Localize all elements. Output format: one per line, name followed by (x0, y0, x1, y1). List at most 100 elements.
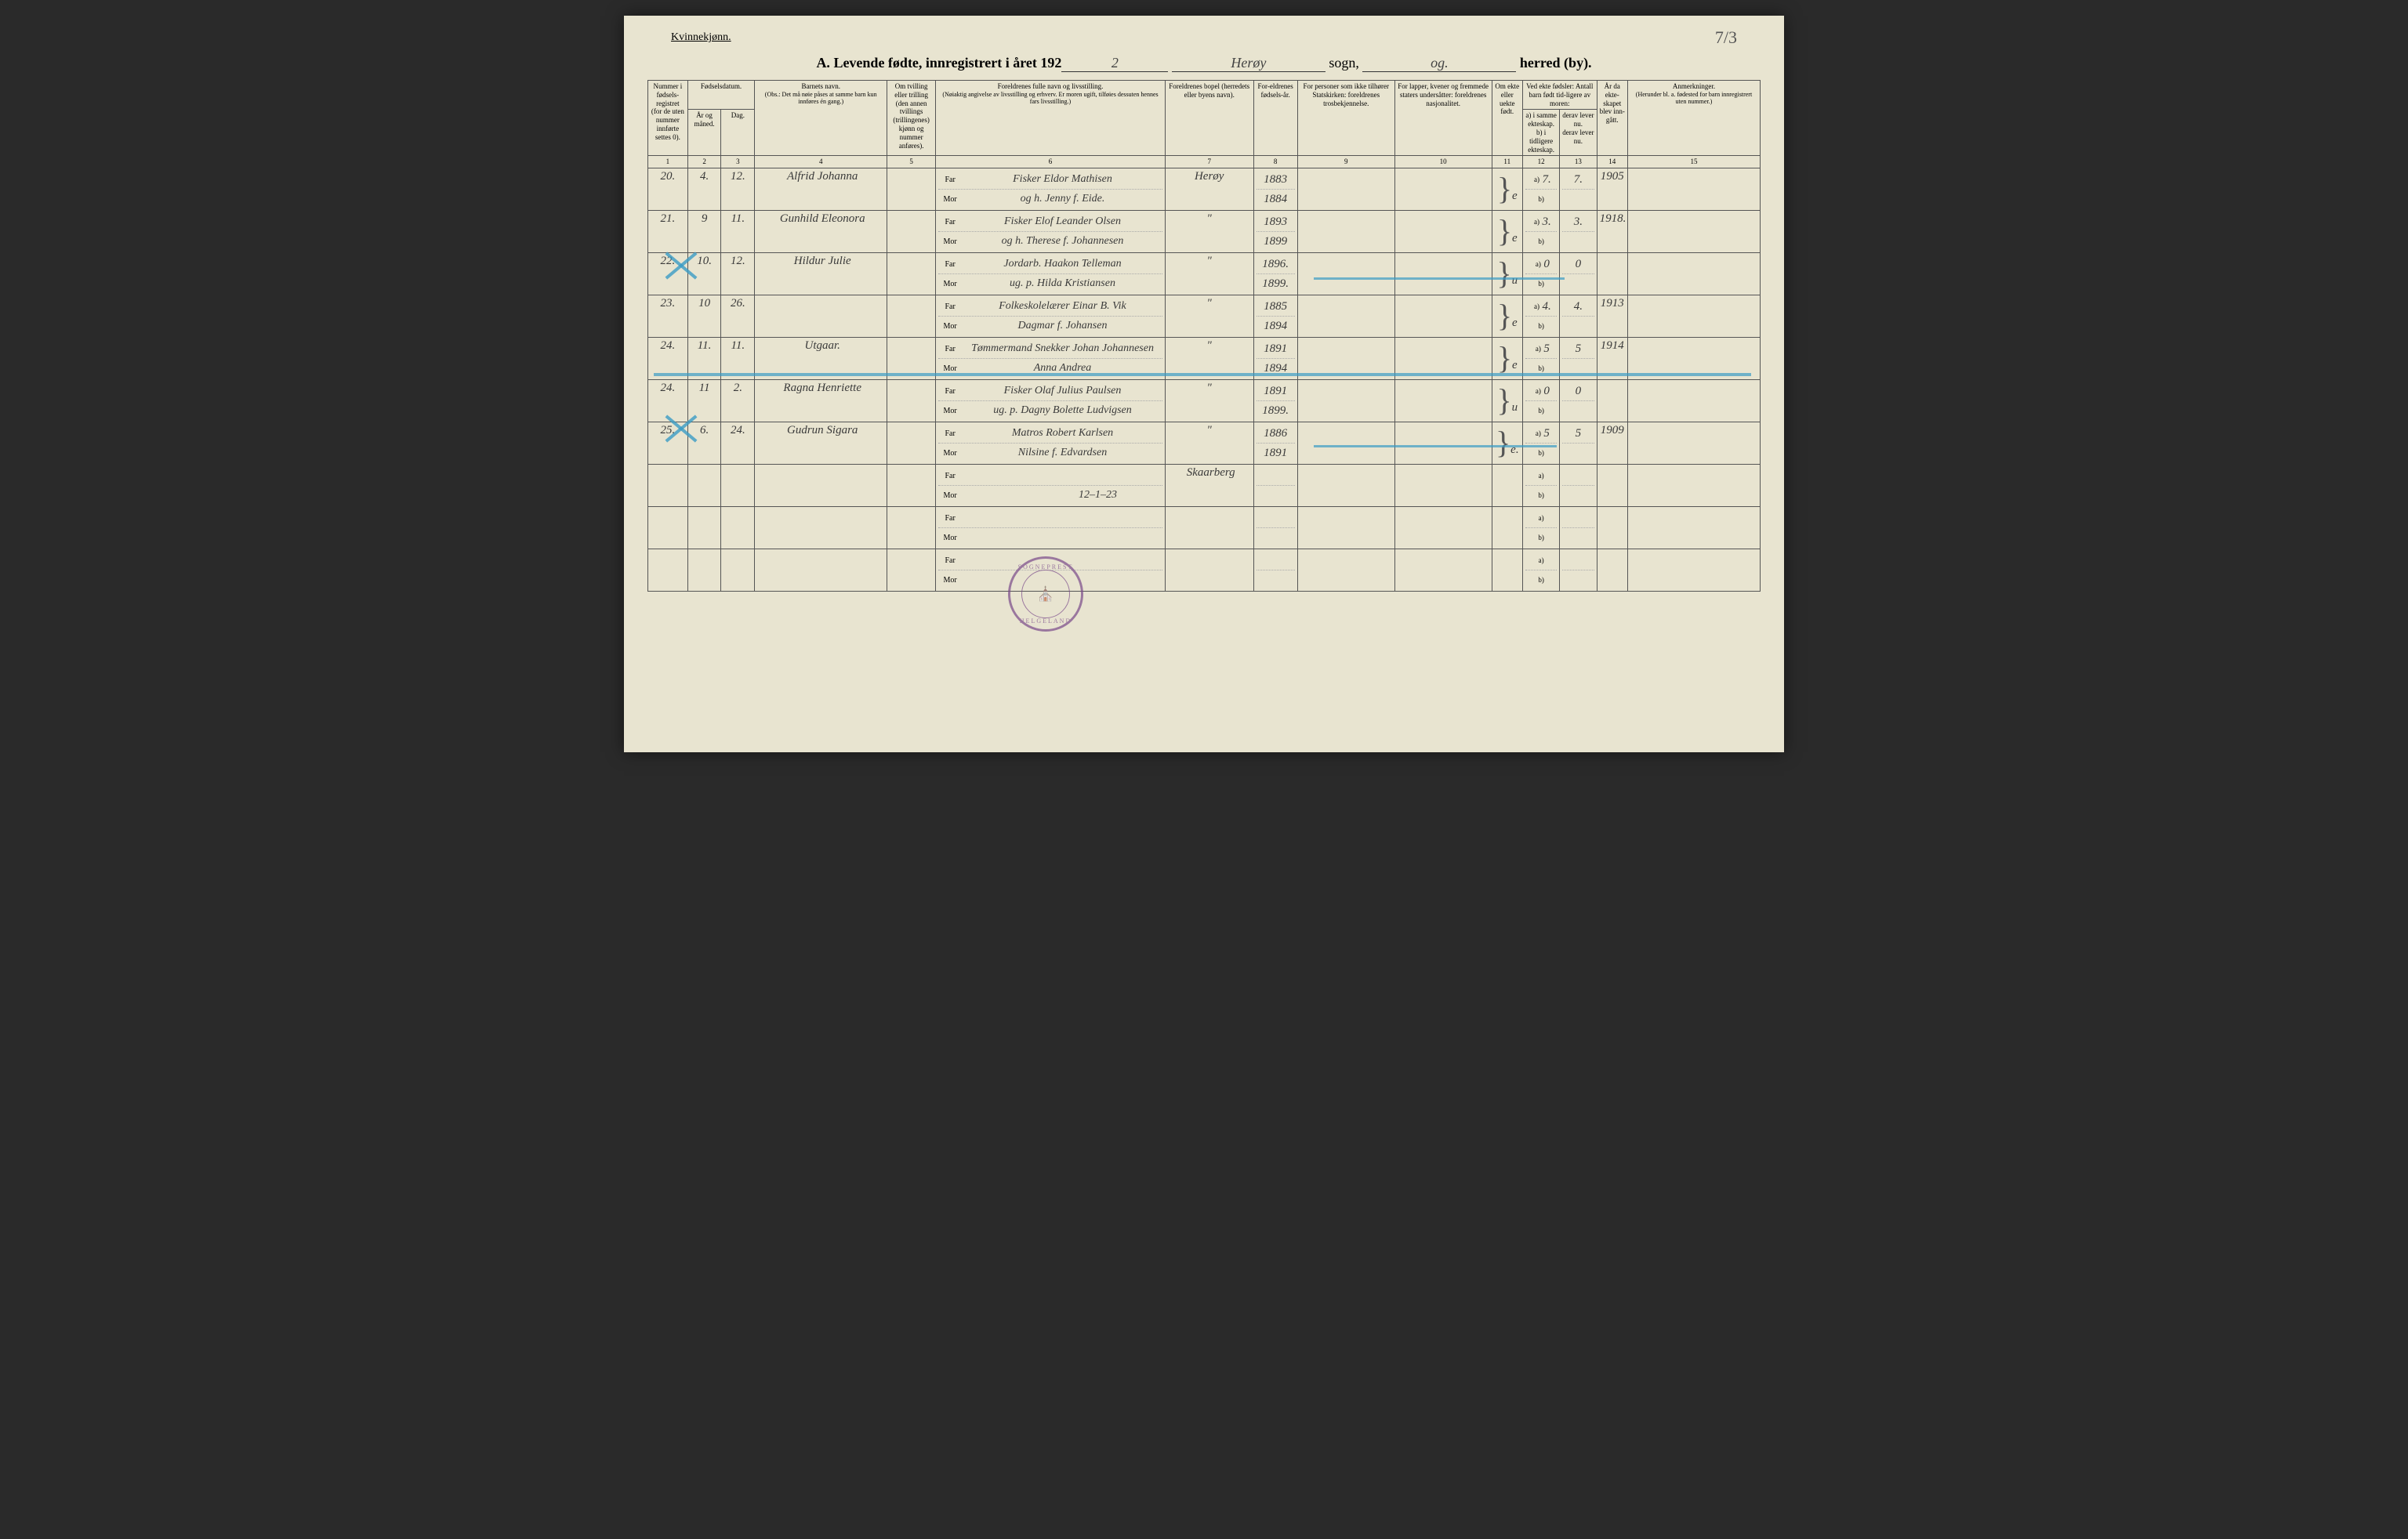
cell (1297, 507, 1394, 549)
cell: 11. (721, 338, 755, 380)
col-8-header: For-eldrenes fødsels-år. (1253, 81, 1297, 156)
cell: }e (1492, 211, 1522, 253)
cell: a)0b) (1522, 253, 1559, 295)
parents-cell: FarFisker Eldor Mathisen Morog h. Jenny … (936, 168, 1166, 211)
cell: 24. (648, 338, 688, 380)
cell (755, 507, 887, 549)
cell: 26. (721, 295, 755, 338)
cell (648, 465, 688, 507)
cell (1560, 465, 1597, 507)
cell (687, 549, 721, 592)
cell (1394, 422, 1492, 465)
sogn-fill: Herøy (1172, 55, 1325, 72)
cell (1597, 253, 1627, 295)
cell: a)4.b) (1522, 295, 1559, 338)
cell (1297, 253, 1394, 295)
cell: 12. (721, 253, 755, 295)
cell (1394, 465, 1492, 507)
col-12-group: Ved ekte fødsler: Antall barn født tid-l… (1522, 81, 1597, 110)
cell: }e (1492, 338, 1522, 380)
cell: 11 (687, 380, 721, 422)
table-row: 21.911.Gunhild Eleonora FarFisker Elof L… (648, 211, 1761, 253)
cell: 18831884 (1253, 168, 1297, 211)
table-row: Far Mora)b) (648, 507, 1761, 549)
year-suffix: 2 (1061, 55, 1168, 72)
cell: 11. (687, 338, 721, 380)
parents-cell: FarFolkeskolelærer Einar B. Vik MorDagma… (936, 295, 1166, 338)
cell: a)5b) (1522, 338, 1559, 380)
gender-label: Kvinnekjønn. (671, 31, 731, 44)
cell (1627, 211, 1760, 253)
cell: 24. (648, 380, 688, 422)
col-9-header: For personer som ikke tilhører Statskirk… (1297, 81, 1394, 156)
parents-cell: FarJordarb. Haakon Telleman Morug. p. Hi… (936, 253, 1166, 295)
cell: a)7.b) (1522, 168, 1559, 211)
cell (1627, 253, 1760, 295)
cell: }e (1492, 295, 1522, 338)
register-page: Kvinnekjønn. 7/3 A. Levende fødte, innre… (624, 16, 1784, 752)
stamp-text-top: SOGNEPREST (1018, 563, 1074, 570)
cell (887, 338, 936, 380)
col-7-header: Foreldrenes bopel (herredets eller byens… (1165, 81, 1253, 156)
col-2-header: År og måned. (687, 110, 721, 156)
cell (1597, 549, 1627, 592)
cell: a)b) (1522, 507, 1559, 549)
cell: 6. (687, 422, 721, 465)
cell (1627, 295, 1760, 338)
cell (1297, 211, 1394, 253)
cell: 1909 (1597, 422, 1627, 465)
cell: Utgaar. (755, 338, 887, 380)
cell (648, 507, 688, 549)
parish-stamp: SOGNEPREST ⛪ HELGELAND (1008, 556, 1083, 632)
herred-fill: og. (1362, 55, 1516, 72)
stamp-text-bottom: HELGELAND (1020, 617, 1072, 625)
cell (755, 295, 887, 338)
cell: Gudrun Sigara (755, 422, 887, 465)
col-5-header: Om tvilling eller trilling (den annen tv… (887, 81, 936, 156)
cell: }u (1492, 253, 1522, 295)
cell: 18911899. (1253, 380, 1297, 422)
cell (1560, 549, 1597, 592)
col-10-header: For lapper, kvener og fremmede staters u… (1394, 81, 1492, 156)
cell (648, 549, 688, 592)
cell: " (1165, 295, 1253, 338)
cell (1394, 338, 1492, 380)
header-prefix: A. (816, 55, 830, 71)
cell: a)b) (1522, 549, 1559, 592)
col-15-header: Anmerkninger. (Herunder bl. a. fødested … (1627, 81, 1760, 156)
table-row: 23.1026. FarFolkeskolelærer Einar B. Vik… (648, 295, 1761, 338)
cell: 3. (1560, 211, 1597, 253)
colnum: 9 (1297, 156, 1394, 168)
cell (1394, 549, 1492, 592)
colnum: 14 (1597, 156, 1627, 168)
cell (1297, 465, 1394, 507)
cell: Alfrid Johanna (755, 168, 887, 211)
cell (1297, 380, 1394, 422)
cell (1597, 380, 1627, 422)
table-row: 22.10.12.Hildur Julie FarJordarb. Haakon… (648, 253, 1761, 295)
cell (1597, 465, 1627, 507)
cell (1394, 507, 1492, 549)
parents-cell: FarFisker Olaf Julius Paulsen Morug. p. … (936, 380, 1166, 422)
table-row: 20.4.12.Alfrid Johanna FarFisker Eldor M… (648, 168, 1761, 211)
cell: " (1165, 338, 1253, 380)
colnum: 4 (755, 156, 887, 168)
col-12a-header: a) i samme ekteskap. b) i tidligere ekte… (1522, 110, 1559, 156)
col-11-header: Om ekte eller uekte født. (1492, 81, 1522, 156)
cell: a)5b) (1522, 422, 1559, 465)
cell (1165, 549, 1253, 592)
col-14-header: År da ekte-skapet blev inn-gått. (1597, 81, 1627, 156)
cell: 0 (1560, 380, 1597, 422)
col-1-header: Nummer i fødsels-registret (for de uten … (648, 81, 688, 156)
col-3-header: Dag. (721, 110, 755, 156)
cell (687, 507, 721, 549)
cell (687, 465, 721, 507)
cell (1253, 507, 1297, 549)
cell (1492, 465, 1522, 507)
cell: 21. (648, 211, 688, 253)
cell (1297, 549, 1394, 592)
colnum: 6 (936, 156, 1166, 168)
parents-cell: Far Mor12–1–23 (936, 465, 1166, 507)
cell (1297, 338, 1394, 380)
cell: 1913 (1597, 295, 1627, 338)
